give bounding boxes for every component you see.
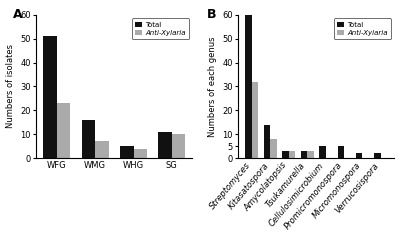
Y-axis label: Numbers of isolates: Numbers of isolates [6, 44, 14, 128]
Bar [134, 149, 147, 158]
Bar [158, 132, 172, 158]
Bar [374, 153, 381, 158]
Bar [319, 146, 326, 158]
Bar [289, 151, 295, 158]
Legend: Total, Anti-Xylaria: Total, Anti-Xylaria [334, 18, 391, 39]
Bar [252, 82, 258, 158]
Bar [43, 36, 57, 158]
Text: A: A [13, 8, 22, 21]
Y-axis label: Numbers of each genus: Numbers of each genus [208, 36, 217, 137]
Bar [282, 151, 289, 158]
Bar [57, 103, 70, 158]
Text: B: B [207, 8, 217, 21]
Bar [307, 151, 314, 158]
Bar [120, 146, 134, 158]
Bar [82, 120, 95, 158]
Bar [172, 134, 185, 158]
Bar [270, 139, 277, 158]
Bar [95, 141, 108, 158]
Bar [264, 125, 270, 158]
Bar [301, 151, 307, 158]
Bar [246, 15, 252, 158]
Legend: Total, Anti-Xylaria: Total, Anti-Xylaria [132, 18, 189, 39]
Bar [338, 146, 344, 158]
Bar [356, 153, 362, 158]
